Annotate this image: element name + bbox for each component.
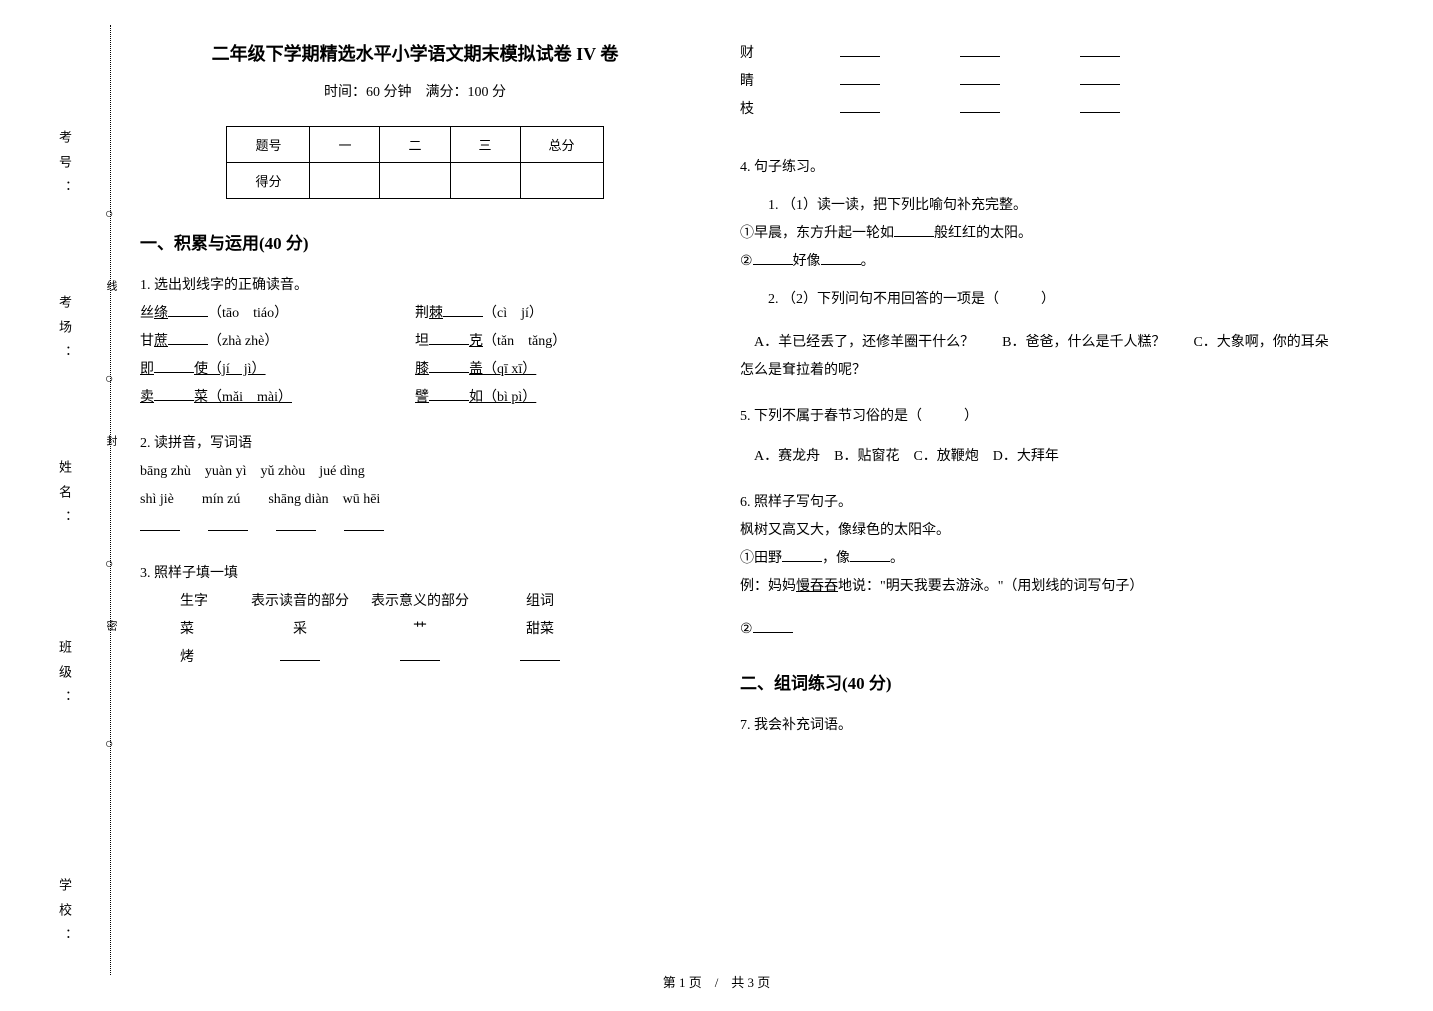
table-cell: [360, 644, 480, 672]
table-cell: [800, 96, 920, 124]
question-num: 6.: [740, 495, 754, 510]
question-7: 7. 我会补充词语。: [740, 712, 1340, 740]
left-column: 二年级下学期精选水平小学语文期末模拟试卷 IV 卷 时间：60 分钟 满分：10…: [140, 40, 720, 758]
page-subtitle: 时间：60 分钟 满分：100 分: [140, 81, 690, 101]
table-cell: [240, 644, 360, 672]
sidebar-label-banji: 班级：: [55, 640, 74, 715]
question-6: 6. 照样子写句子。 枫树又高又大，像绿色的太阳伞。 ①田野，像。 例：妈妈慢吞…: [740, 489, 1340, 644]
table-cell: [1040, 96, 1160, 124]
sidebar-label-kaohao: 考号：: [55, 130, 74, 205]
right-column: 财 睛 枝 4. 句子练习。 1.: [720, 40, 1340, 758]
binding-text: 封: [103, 435, 119, 476]
question-text: 照样子写句子。: [754, 495, 852, 510]
question-text: 我会补充词语。: [754, 718, 852, 733]
sidebar-label-xuexiao: 学校：: [55, 878, 74, 953]
fill-line: ②: [740, 616, 1340, 644]
table-cell: [800, 68, 920, 96]
table-header: 表示读音的部分: [240, 588, 360, 616]
table-cell: 二: [380, 127, 450, 163]
sub-text: （2）下列问句不用回答的一项是（ ）: [782, 292, 1055, 307]
table-cell: [1040, 40, 1160, 68]
table-cell: [1040, 68, 1160, 96]
table-cell: 菜: [180, 616, 240, 644]
question-text: 选出划线字的正确读音。: [154, 278, 308, 293]
table-cell: 枝: [740, 96, 800, 124]
question-4: 4. 句子练习。 1. （1）读一读，把下列比喻句补充完整。 ①早晨，东方升起一…: [740, 154, 1340, 385]
page-title: 二年级下学期精选水平小学语文期末模拟试卷 IV 卷: [140, 40, 690, 66]
table-cell: [920, 40, 1040, 68]
table-cell: [520, 163, 603, 199]
table-cell: [310, 163, 380, 199]
table-cell: 总分: [520, 127, 603, 163]
page-container: 二年级下学期精选水平小学语文期末模拟试卷 IV 卷 时间：60 分钟 满分：10…: [0, 0, 1433, 758]
table-cell: [380, 163, 450, 199]
fill-line: ①早晨，东方升起一轮如般红红的太阳。 ②好像。: [740, 220, 1340, 276]
fill-line: ①田野，像。: [740, 545, 1340, 573]
question-num: 2.: [140, 436, 154, 451]
question-num: 7.: [740, 718, 754, 733]
sidebar-label-xingming: 姓名：: [55, 460, 74, 535]
question-3: 3. 照样子填一填 生字 表示读音的部分 表示意义的部分 组词 菜 采 艹 甜菜…: [140, 560, 690, 672]
sub-num: 1.: [768, 198, 782, 213]
fill-table-cont: 财 睛 枝: [740, 40, 1340, 124]
question-num: 4.: [740, 160, 754, 175]
table-cell: [920, 68, 1040, 96]
binding-text: 密: [103, 620, 119, 661]
table-cell: 甜菜: [480, 616, 600, 644]
table-cell: 三: [450, 127, 520, 163]
page-footer: 第 1 页 / 共 3 页: [0, 972, 1433, 991]
circle-marker: ○: [105, 370, 113, 386]
question-text: 句子练习。: [754, 160, 824, 175]
table-cell: 一: [310, 127, 380, 163]
sub-num: 2.: [768, 292, 782, 307]
table-header: 组词: [480, 588, 600, 616]
pinyin-line: shì jiè mín zú shāng diàn wū hēi: [140, 486, 690, 514]
circle-marker: ○: [105, 555, 113, 571]
question-text: 下列不属于春节习俗的是（ ）: [754, 409, 978, 424]
table-cell: 财: [740, 40, 800, 68]
circle-marker: ○: [105, 735, 113, 751]
sidebar-label-kaochang: 考场：: [55, 295, 74, 370]
section-title: 一、积累与运用(40 分): [140, 229, 690, 254]
section-title: 二、组词练习(40 分): [740, 669, 1340, 694]
example-line: 枫树又高又大，像绿色的太阳伞。: [740, 517, 1340, 545]
question-num: 5.: [740, 409, 754, 424]
options-text: A．羊已经丢了，还修羊圈干什么？ B．爸爸，什么是千人糕？ C．大象啊，你的耳朵…: [740, 329, 1340, 385]
fill-table: 生字 表示读音的部分 表示意义的部分 组词 菜 采 艹 甜菜 烤: [180, 588, 690, 672]
blank-row: [140, 514, 690, 542]
table-cell: 题号: [227, 127, 310, 163]
question-5: 5. 下列不属于春节习俗的是（ ） A．赛龙舟 B．贴窗花 C．放鞭炮 D．大拜…: [740, 403, 1340, 471]
table-cell: [920, 96, 1040, 124]
table-header: 生字: [180, 588, 240, 616]
table-cell: [450, 163, 520, 199]
table-cell: 得分: [227, 163, 310, 199]
sub-text: （1）读一读，把下列比喻句补充完整。: [782, 198, 1027, 213]
question-num: 3.: [140, 566, 154, 581]
question-num: 1.: [140, 278, 154, 293]
table-cell: [480, 644, 600, 672]
table-cell: 烤: [180, 644, 240, 672]
table-cell: 艹: [360, 616, 480, 644]
question-2: 2. 读拼音，写词语 bāng zhù yuàn yì yǔ zhòu jué …: [140, 430, 690, 542]
options-text: A．赛龙舟 B．贴窗花 C．放鞭炮 D．大拜年: [740, 443, 1340, 471]
binding-line: [110, 25, 111, 975]
question-text: 照样子填一填: [154, 566, 238, 581]
question-text: 读拼音，写词语: [154, 436, 252, 451]
table-header: 表示意义的部分: [360, 588, 480, 616]
binding-text: 线: [103, 280, 119, 321]
example-line: 例：妈妈慢吞吞地说："明天我要去游泳。"（用划线的词写句子）: [740, 573, 1340, 601]
circle-marker: ○: [105, 205, 113, 221]
pinyin-line: bāng zhù yuàn yì yǔ zhòu jué dìng: [140, 458, 690, 486]
question-1: 1. 选出划线字的正确读音。 丝绦（tāo tiáo） 甘蔗（zhà zhè） …: [140, 272, 690, 412]
table-cell: 采: [240, 616, 360, 644]
table-cell: 睛: [740, 68, 800, 96]
score-table: 题号 一 二 三 总分 得分: [226, 126, 603, 199]
table-cell: [800, 40, 920, 68]
table-row: 得分: [227, 163, 603, 199]
table-row: 题号 一 二 三 总分: [227, 127, 603, 163]
